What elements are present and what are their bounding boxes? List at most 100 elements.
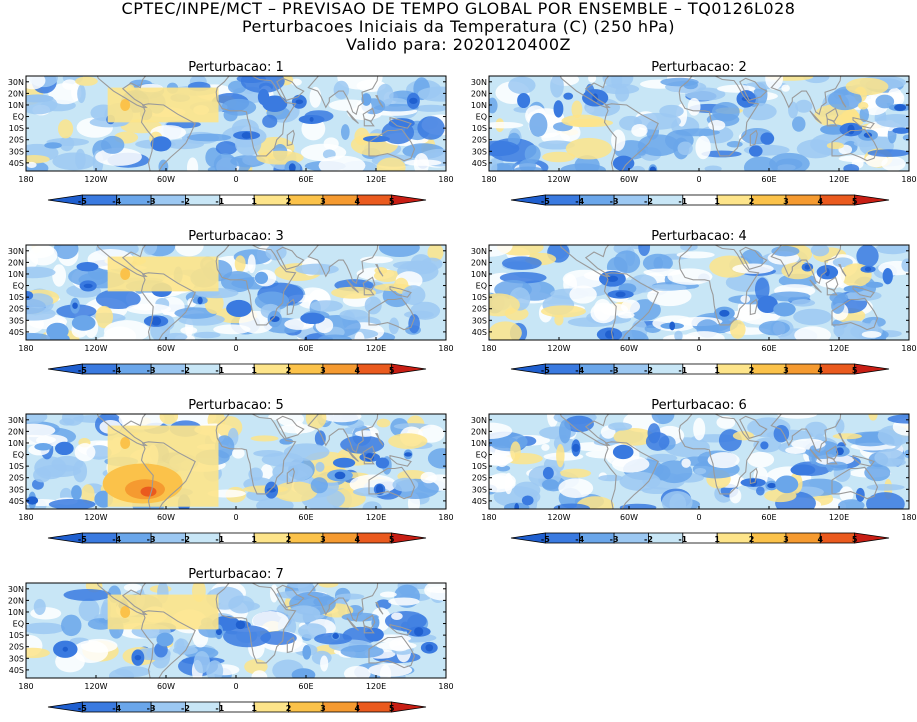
lon-tick-label: 0 [233, 513, 238, 522]
colorbar-swatch [391, 532, 427, 544]
colorbar-swatch [322, 701, 358, 713]
colorbar-swatch [682, 532, 718, 544]
lon-tick-label: 180 [18, 682, 33, 691]
field-map [26, 76, 446, 171]
lat-tick-label: EQ [13, 620, 24, 629]
lon-tick-label: 120W [547, 344, 570, 353]
lat-tick-label: 10S [9, 124, 24, 133]
lat-tick-label: 20N [8, 596, 24, 605]
panel-6: Perturbacao: 6 30N 20N 10N EQ 10S 20S 30S 40S 180… [471, 398, 917, 544]
colorbar-label: 3 [783, 197, 789, 206]
main-title: CPTEC/INPE/MCT – PREVISAO DE TEMPO GLOBA… [121, 0, 796, 18]
colorbar-label: -4 [575, 197, 584, 206]
lat-tick-label: 30S [472, 485, 487, 494]
lon-tick-label: 120W [547, 175, 570, 184]
colorbar-label: -1 [215, 366, 224, 375]
colorbar: -5 -4 -3 -2 -1 1 2 3 4 5 [47, 532, 427, 544]
colorbar-label: 2 [286, 704, 292, 713]
colorbar-label: -3 [147, 704, 156, 713]
lon-tick-label: 120E [366, 682, 386, 691]
colorbar-swatch [356, 194, 393, 206]
lon-tick-label: 120W [547, 513, 570, 522]
lat-tick-label: 30N [8, 585, 24, 594]
lat-tick-label: 10S [9, 631, 24, 640]
lon-tick-label: 180 [438, 175, 453, 184]
lat-tick-label: 40S [472, 159, 487, 168]
lon-tick-label: 180 [18, 344, 33, 353]
colorbar-swatch [854, 194, 890, 206]
lon-tick-label: 180 [438, 513, 453, 522]
colorbar-label: -2 [181, 535, 190, 544]
lon-tick-label: 120E [366, 344, 386, 353]
panel-title: Perturbacao: 6 [651, 398, 746, 413]
lat-tick-label: 40S [472, 497, 487, 506]
colorbar-label: 5 [852, 366, 858, 375]
lat-tick-label: 20S [9, 474, 24, 483]
colorbar-label: -1 [215, 704, 224, 713]
colorbar-label: 3 [320, 366, 326, 375]
lon-tick-label: 0 [696, 513, 701, 522]
lat-tick-label: 30N [471, 78, 487, 87]
lon-tick-label: 0 [233, 682, 238, 691]
colorbar-swatch [716, 194, 752, 206]
colorbar-label: -5 [78, 197, 87, 206]
colorbar-label: -4 [112, 366, 121, 375]
colorbar-label: 4 [817, 535, 823, 544]
panel-1: Perturbacao: 1 30N 20N 10N EQ 10S 20S 30S 40S 180… [8, 60, 454, 206]
colorbar-swatch [288, 532, 324, 544]
colorbar-label: -2 [181, 704, 190, 713]
colorbar-swatch [322, 194, 358, 206]
colorbar-swatch [819, 194, 856, 206]
colorbar-label: -3 [610, 366, 619, 375]
lat-tick-label: 20S [9, 643, 24, 652]
colorbar-label: -4 [575, 535, 584, 544]
colorbar: -5 -4 -3 -2 -1 1 2 3 4 5 [510, 363, 890, 375]
colorbar-label: -3 [610, 197, 619, 206]
colorbar-swatch [356, 701, 393, 713]
lon-tick-label: 60E [298, 513, 313, 522]
colorbar: -5 -4 -3 -2 -1 1 2 3 4 5 [47, 701, 427, 713]
lon-tick-label: 60E [298, 175, 313, 184]
lat-tick-label: 10S [9, 462, 24, 471]
field-map [26, 583, 446, 678]
panel-4: Perturbacao: 4 30N 20N 10N EQ 10S 20S 30S 40S 180… [471, 229, 917, 375]
panel-2: Perturbacao: 2 30N 20N 10N EQ 10S 20S 30S 40S 180… [471, 60, 917, 206]
colorbar-swatch [716, 363, 752, 375]
colorbar: -5 -4 -3 -2 -1 1 2 3 4 5 [510, 532, 890, 544]
colorbar-label: -2 [644, 366, 653, 375]
colorbar-label: 3 [783, 366, 789, 375]
colorbar-label: 2 [286, 535, 292, 544]
lon-tick-label: 180 [18, 513, 33, 522]
lat-tick-label: 20N [471, 427, 487, 436]
lon-tick-label: 60W [157, 513, 175, 522]
colorbar-label: -5 [78, 704, 87, 713]
colorbar-swatch [288, 194, 324, 206]
colorbar-label: -5 [541, 366, 550, 375]
lat-tick-label: EQ [476, 451, 487, 460]
colorbar-label: -4 [112, 704, 121, 713]
colorbar-swatch [219, 363, 255, 375]
colorbar-swatch [253, 701, 289, 713]
colorbar-swatch [391, 363, 427, 375]
lon-tick-label: 120E [829, 175, 849, 184]
colorbar-label: -3 [610, 535, 619, 544]
colorbar-swatch [682, 363, 718, 375]
lon-tick-label: 120W [84, 344, 107, 353]
colorbar-swatch [819, 363, 856, 375]
colorbar-label: -3 [147, 366, 156, 375]
lon-tick-label: 180 [901, 175, 916, 184]
lon-tick-label: 60W [157, 175, 175, 184]
colorbar-label: -2 [181, 197, 190, 206]
lon-tick-label: 60E [298, 344, 313, 353]
field-map [26, 245, 446, 340]
colorbar-label: -5 [78, 535, 87, 544]
lat-tick-label: 10S [472, 124, 487, 133]
lat-tick-label: 30N [8, 78, 24, 87]
lat-tick-label: 30S [472, 316, 487, 325]
colorbar-swatch [288, 363, 324, 375]
colorbar: -5 -4 -3 -2 -1 1 2 3 4 5 [47, 194, 427, 206]
lon-tick-label: 0 [696, 344, 701, 353]
lon-tick-label: 180 [438, 682, 453, 691]
lat-tick-label: 20S [472, 305, 487, 314]
